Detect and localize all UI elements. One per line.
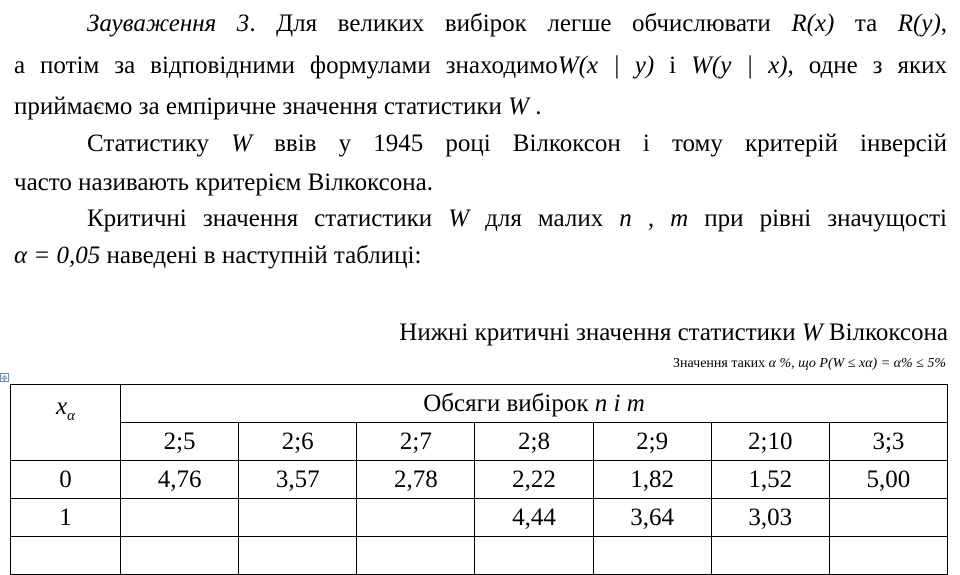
table-row: 1 4,44 3,64 3,03: [10, 498, 949, 537]
formula-alpha: α = 0,05: [14, 242, 101, 269]
row-label: 0: [10, 460, 121, 499]
alpha-subscript: α: [67, 408, 75, 424]
corner-header-cell: xα: [10, 384, 121, 461]
table-cell: [828, 498, 949, 537]
paragraph1-line1: Зауваження 3. Для великих вибірок легше …: [87, 11, 947, 36]
remark-label: Зауваження 3: [87, 10, 250, 37]
column-header: 2;8: [474, 422, 594, 461]
text: . Для великих вибірок легше обчислювати: [249, 10, 771, 37]
table-cell: [238, 498, 358, 537]
column-header: 2;7: [356, 422, 476, 461]
text: .: [535, 93, 542, 120]
table-cell: [592, 536, 712, 575]
paragraph1-line3: приймаємо за емпіричне значення статисти…: [14, 94, 541, 119]
group-header-cell: Обсяги вибірок n і m: [120, 384, 948, 423]
column-header: 2;10: [710, 422, 830, 461]
paragraph1-line2: а потім за відповідними формулами знаход…: [14, 53, 947, 78]
text: Критичні значення статистики: [87, 205, 433, 232]
table-cell: [356, 498, 476, 537]
text: для малих: [485, 205, 604, 232]
table-cell: 1,52: [710, 460, 830, 499]
table-cell: 5,00: [828, 460, 949, 499]
table-cell: 3,03: [710, 498, 830, 537]
table-cell: [10, 536, 121, 575]
paragraph3-line2: α = 0,05 наведені в наступній таблиці:: [14, 243, 421, 268]
text: Вілкоксона: [828, 319, 948, 346]
table-subheader-row: 2;5 2;6 2;7 2;8 2;9 2;10 3;3: [11, 422, 949, 461]
table-header-row: xα Обсяги вибірок n і m: [10, 384, 948, 461]
text: і: [669, 52, 677, 79]
text: а потім за відповідними формулами знаход…: [14, 52, 558, 79]
formula-rx: R(x): [791, 10, 835, 37]
table-cell: 3,64: [592, 498, 712, 537]
text: Нижні критичні значення статистики: [399, 319, 796, 346]
table-cell: [474, 536, 594, 575]
text: ,: [940, 10, 948, 37]
text: наведені в наступній таблиці:: [106, 242, 422, 269]
paragraph3-line1: Критичні значення статистики W для малих…: [87, 206, 947, 231]
table-row: 0 4,76 3,57 2,78 2,22 1,82 1,52 5,00: [10, 460, 949, 499]
table-cell: [356, 536, 476, 575]
formula-nm: n і m: [594, 389, 645, 417]
row-label: 1: [10, 498, 121, 537]
formula-ry: R(y): [897, 10, 941, 37]
text: , одне з яких: [787, 52, 948, 79]
table-cell: 4,44: [474, 498, 594, 537]
formula-w: W: [801, 319, 823, 346]
text: та: [854, 10, 878, 37]
table-cell: [119, 498, 240, 537]
column-header: 2;6: [238, 422, 358, 461]
table-row-partial: [10, 536, 949, 575]
table-cell: 1,82: [592, 460, 712, 499]
table-cell: 2,22: [474, 460, 594, 499]
table-title: Нижні критичні значення статистики W Віл…: [399, 320, 948, 345]
text: Статистику: [87, 130, 210, 157]
formula-wyx: W(y | x): [691, 52, 788, 79]
table-cell: [828, 536, 949, 575]
column-header: 2;5: [119, 422, 240, 461]
formula-wxy: W(x | y): [557, 52, 655, 79]
table-cell: [119, 536, 240, 575]
table-cell: 4,76: [119, 460, 240, 499]
table-cell: 2,78: [356, 460, 476, 499]
formula-nm: n , m: [619, 205, 689, 232]
formula-w: W: [508, 93, 529, 120]
text: ввів у 1945 році Вілкоксон і тому критер…: [274, 130, 947, 157]
text: при рівні значущості: [704, 205, 947, 232]
table-cell: 3,57: [238, 460, 358, 499]
formula-w: W: [231, 130, 252, 157]
text: Значення таких: [673, 356, 766, 371]
paragraph2-line2: часто називають критерієм Вілкоксона.: [14, 169, 433, 196]
table-cell: [238, 536, 358, 575]
column-header: 2;9: [592, 422, 712, 461]
paragraph2-line1: Статистику W ввів у 1945 році Вілкоксон …: [87, 131, 947, 156]
x-symbol: x: [56, 393, 68, 420]
table-note: Значення таких α %, що P(W ≤ xα) = α% ≤ …: [673, 357, 946, 371]
table-move-handle-icon[interactable]: ✥: [0, 373, 9, 383]
column-header: 3;3: [828, 422, 949, 461]
formula-w: W: [448, 205, 470, 232]
text: приймаємо за емпіричне значення статисти…: [14, 93, 502, 120]
table-cell: [710, 536, 830, 575]
critical-values-table: xα Обсяги вибірок n і m 2;5 2;6 2;7 2;8 …: [10, 384, 949, 575]
formula-note: α %, що P(W ≤ xα) = α% ≤ 5%: [768, 356, 946, 371]
text: Обсяги вибірок: [423, 389, 589, 417]
